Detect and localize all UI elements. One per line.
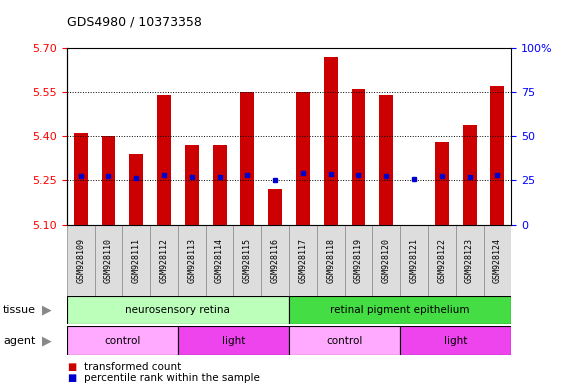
Text: control: control [327, 336, 363, 346]
Text: GSM928114: GSM928114 [215, 238, 224, 283]
Bar [352, 89, 365, 225]
Bar [268, 189, 282, 225]
Text: GSM928119: GSM928119 [354, 238, 363, 283]
Text: GSM928118: GSM928118 [326, 238, 335, 283]
Bar [130, 154, 143, 225]
Bar [157, 95, 171, 225]
Bar [67, 326, 178, 355]
Bar [324, 57, 338, 225]
Bar [400, 225, 428, 296]
Text: GSM928123: GSM928123 [465, 238, 474, 283]
Bar [289, 296, 511, 324]
Text: light: light [444, 336, 467, 346]
Bar [296, 92, 310, 225]
Bar [261, 225, 289, 296]
Bar [234, 225, 261, 296]
Bar [67, 296, 289, 324]
Bar [150, 225, 178, 296]
Text: GSM928111: GSM928111 [132, 238, 141, 283]
Bar [379, 95, 393, 225]
Text: GSM928122: GSM928122 [437, 238, 446, 283]
Bar [400, 326, 511, 355]
Text: GSM928115: GSM928115 [243, 238, 252, 283]
Text: GSM928110: GSM928110 [104, 238, 113, 283]
Bar [95, 225, 123, 296]
Bar [102, 136, 116, 225]
Text: control: control [104, 336, 141, 346]
Text: ▶: ▶ [42, 304, 52, 316]
Text: ■: ■ [67, 362, 76, 372]
Bar [317, 225, 345, 296]
Bar [289, 225, 317, 296]
Text: light: light [222, 336, 245, 346]
Text: GSM928109: GSM928109 [76, 238, 85, 283]
Bar [67, 225, 95, 296]
Bar [345, 225, 372, 296]
Text: percentile rank within the sample: percentile rank within the sample [84, 373, 260, 383]
Bar [483, 225, 511, 296]
Bar [289, 326, 400, 355]
Bar [241, 92, 254, 225]
Bar [123, 225, 150, 296]
Bar [456, 225, 483, 296]
Text: GSM928121: GSM928121 [410, 238, 418, 283]
Bar [206, 225, 234, 296]
Text: GSM928117: GSM928117 [299, 238, 307, 283]
Text: GDS4980 / 10373358: GDS4980 / 10373358 [67, 15, 202, 28]
Text: agent: agent [3, 336, 35, 346]
Text: GSM928112: GSM928112 [160, 238, 168, 283]
Text: retinal pigment epithelium: retinal pigment epithelium [331, 305, 470, 315]
Bar [372, 225, 400, 296]
Bar [185, 145, 199, 225]
Bar [428, 225, 456, 296]
Text: GSM928124: GSM928124 [493, 238, 502, 283]
Text: neurosensory retina: neurosensory retina [125, 305, 231, 315]
Bar [435, 142, 449, 225]
Bar [178, 326, 289, 355]
Text: GSM928120: GSM928120 [382, 238, 391, 283]
Text: GSM928113: GSM928113 [187, 238, 196, 283]
Bar [178, 225, 206, 296]
Bar [462, 124, 476, 225]
Bar [490, 86, 504, 225]
Text: transformed count: transformed count [84, 362, 181, 372]
Text: ▶: ▶ [42, 334, 52, 347]
Bar [74, 133, 88, 225]
Bar [213, 145, 227, 225]
Text: ■: ■ [67, 373, 76, 383]
Text: tissue: tissue [3, 305, 36, 315]
Text: GSM928116: GSM928116 [271, 238, 279, 283]
